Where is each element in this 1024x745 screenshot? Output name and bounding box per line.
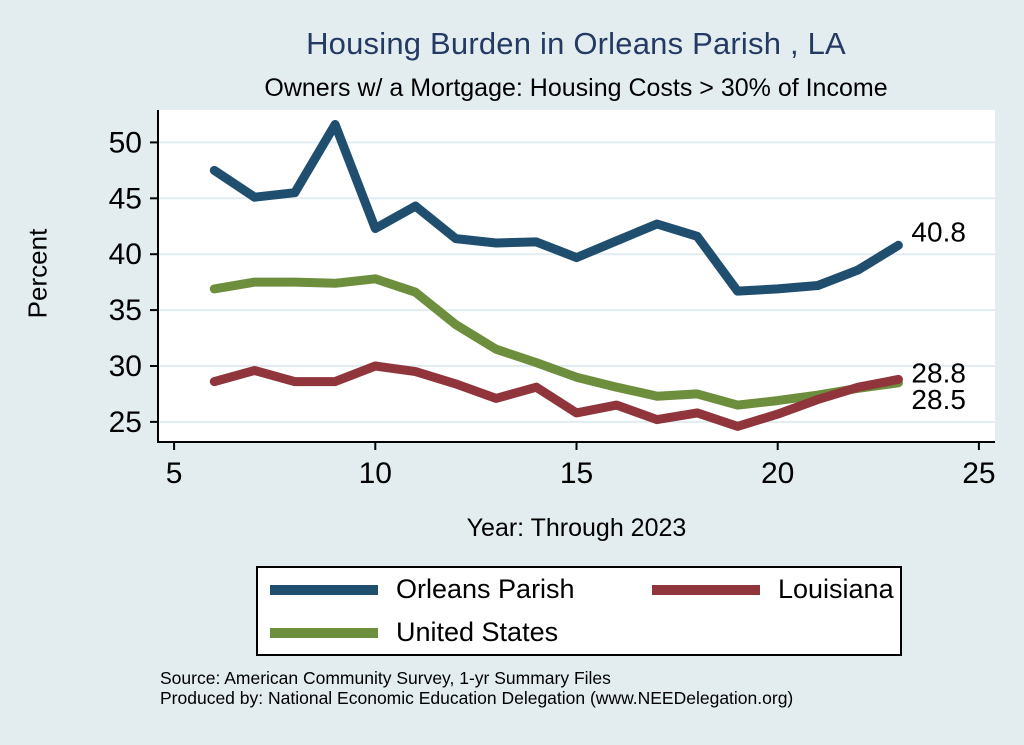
x-axis-label: Year: Through 2023 — [466, 514, 687, 542]
chart-title: Housing Burden in Orleans Parish , LA — [306, 26, 846, 61]
series-line-louisiana — [209, 361, 903, 431]
legend-swatch-orleans-parish — [270, 584, 378, 595]
legend-label: Louisiana — [778, 574, 894, 604]
x-tick-label: 5 — [166, 457, 183, 490]
end-label-orleans-parish: 40.8 — [911, 216, 966, 247]
producer-note: Produced by: National Economic Education… — [160, 688, 794, 708]
y-tick-label: 40 — [109, 238, 142, 271]
legend-swatch-louisiana — [652, 584, 760, 595]
plot-background — [158, 110, 995, 442]
y-tick-label: 45 — [109, 182, 142, 215]
x-tick-label: 10 — [359, 457, 392, 490]
y-tick-label: 35 — [109, 294, 142, 327]
chart-subtitle: Owners w/ a Mortgage: Housing Costs > 30… — [264, 74, 888, 102]
legend-swatch-united-states — [270, 627, 378, 638]
legend-items: Orleans Parish Louisiana United States — [258, 568, 900, 654]
legend-label: United States — [396, 617, 559, 647]
series-line-orleans-parish — [209, 120, 903, 296]
y-tick-label: 50 — [109, 126, 142, 159]
plot-area: 25 30 35 40 45 50 5 10 15 20 25 40.8 28.828.5 — [109, 110, 996, 490]
legend-label: Orleans Parish — [396, 574, 575, 604]
x-tick-label: 25 — [962, 457, 995, 490]
end-label-louisiana: 28.8 — [911, 357, 966, 388]
x-tick-label: 20 — [761, 457, 794, 490]
legend-item-united-states: United States — [270, 617, 652, 648]
y-tick-label: 25 — [109, 406, 142, 439]
legend-item-orleans-parish: Orleans Parish — [270, 574, 652, 605]
legend-item-louisiana: Louisiana — [652, 574, 900, 605]
x-tick-label: 15 — [560, 457, 593, 490]
legend: Orleans Parish Louisiana United States — [256, 566, 902, 656]
source-note: Source: American Community Survey, 1-yr … — [160, 668, 611, 688]
notes: Source: American Community Survey, 1-yr … — [160, 668, 1000, 708]
series-line-united-states — [209, 274, 903, 410]
y-tick-label: 30 — [109, 350, 142, 383]
axis-lines — [157, 110, 995, 443]
end-label-united-states: 28.5 — [911, 384, 966, 415]
